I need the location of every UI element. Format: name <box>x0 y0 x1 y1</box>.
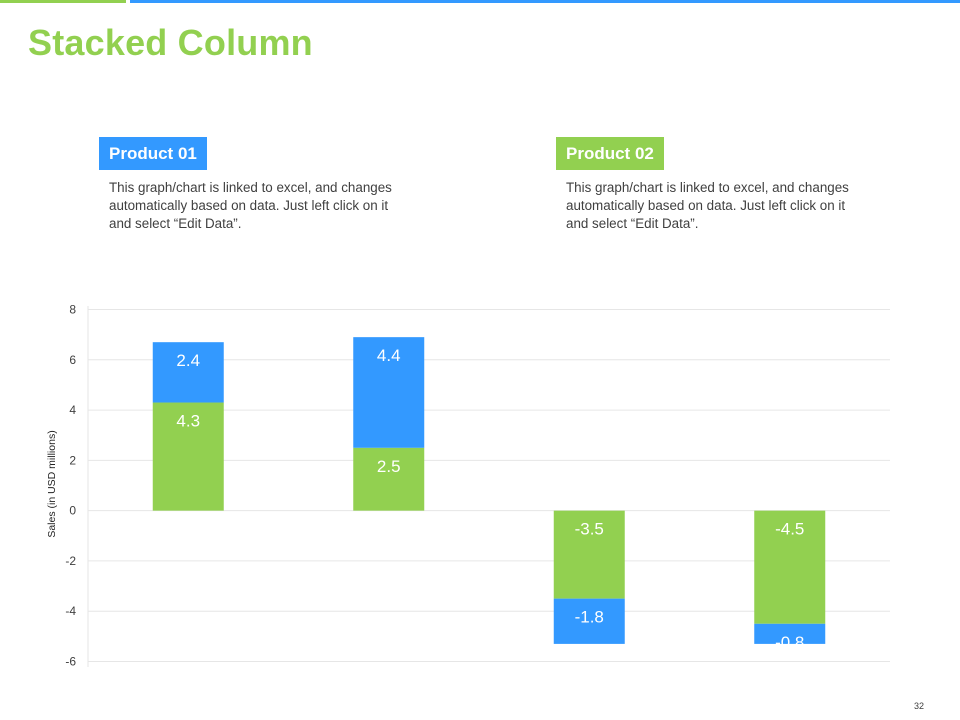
data-label: 4.4 <box>377 346 401 365</box>
bar-segment <box>553 598 625 644</box>
bar-segment <box>353 447 425 511</box>
top-accent-bar-blue <box>130 0 960 3</box>
data-label: -0.8 <box>775 633 804 652</box>
y-tick-label: 4 <box>69 403 76 417</box>
page-title: Stacked Column <box>28 22 313 63</box>
data-label: -1.8 <box>575 608 604 627</box>
page-number: 32 <box>913 701 924 711</box>
chart-bars <box>152 337 826 644</box>
top-accent-bar-green <box>0 0 126 3</box>
y-tick-label: -2 <box>65 554 76 568</box>
data-label: 4.3 <box>176 412 200 431</box>
chart-y-ticks: 8 6 4 2 0 -2 -4 -6 <box>65 303 76 669</box>
chart-data-labels: 4.3 2.4 2.5 4.4 -3.5 -1.8 -4.5 -0.8 <box>176 346 804 652</box>
bar-segment <box>553 510 625 599</box>
data-label: -4.5 <box>775 520 804 539</box>
bar-segment <box>754 623 826 644</box>
product-01-badge: Product 01 <box>99 137 207 170</box>
y-tick-label: -4 <box>65 604 76 618</box>
product-02-badge: Product 02 <box>556 137 664 170</box>
bar-segment <box>754 510 826 624</box>
y-tick-label: -6 <box>65 655 76 669</box>
chart-y-axis-label: Sales (in USD millions) <box>46 430 58 537</box>
y-tick-label: 2 <box>69 453 76 467</box>
y-tick-label: 8 <box>69 303 76 317</box>
data-label: -3.5 <box>575 520 604 539</box>
bar-segment <box>152 402 224 511</box>
y-tick-label: 0 <box>69 504 76 518</box>
y-tick-label: 6 <box>69 353 76 367</box>
product-01-description: This graph/chart is linked to excel, and… <box>109 180 392 231</box>
data-label: 2.4 <box>176 351 200 370</box>
product-02-description: This graph/chart is linked to excel, and… <box>566 180 849 231</box>
bar-segment <box>353 337 425 448</box>
bar-segment <box>152 342 224 403</box>
data-label: 2.5 <box>377 457 401 476</box>
